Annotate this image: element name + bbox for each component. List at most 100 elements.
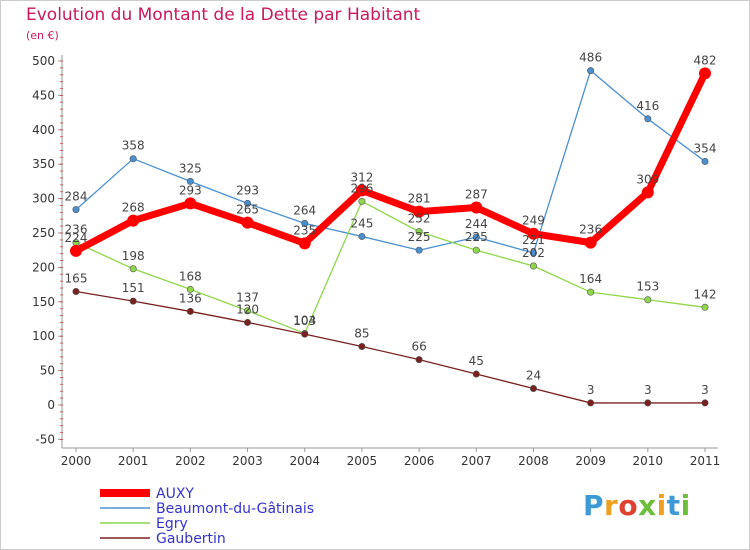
- data-point: [129, 155, 137, 163]
- data-label: 309: [636, 172, 659, 186]
- x-tick-label: 2000: [61, 454, 92, 468]
- data-point: [699, 67, 711, 80]
- data-point: [70, 244, 82, 257]
- data-label: 3: [701, 383, 709, 397]
- x-tick-label: 2003: [232, 454, 263, 468]
- logo-letter: x: [638, 489, 657, 522]
- data-label: 136: [179, 291, 202, 305]
- data-point: [527, 227, 540, 240]
- data-label: 165: [65, 271, 88, 285]
- data-point: [244, 199, 252, 207]
- data-label: 244: [465, 217, 488, 231]
- series-line-gaubertin: [75, 290, 705, 404]
- data-point: [72, 287, 80, 295]
- data-label: 235: [293, 223, 316, 237]
- data-point: [129, 265, 137, 273]
- data-point: [301, 330, 309, 338]
- data-point: [529, 249, 537, 257]
- x-tick-label: 2010: [633, 454, 664, 468]
- data-label: 164: [579, 272, 602, 286]
- data-label: 3: [587, 383, 595, 397]
- data-label: 153: [636, 280, 659, 294]
- series-line-egry: [75, 200, 706, 335]
- y-tick-label: 50: [40, 364, 55, 378]
- data-point: [413, 205, 426, 218]
- y-tick-label: 500: [32, 54, 55, 68]
- data-point: [186, 177, 194, 185]
- y-tick-label: 350: [32, 157, 55, 171]
- data-label: 236: [579, 223, 602, 237]
- proxiti-logo: Proxiti: [583, 489, 691, 522]
- x-tick-label: 2006: [404, 454, 435, 468]
- data-label: 85: [354, 327, 369, 341]
- data-label: 236: [65, 223, 88, 237]
- data-point: [701, 303, 709, 311]
- data-label: 264: [293, 203, 316, 217]
- logo-letter: i: [656, 489, 667, 522]
- data-label: 293: [179, 183, 202, 197]
- x-tick-label: 2001: [118, 454, 149, 468]
- data-label: 120: [236, 302, 259, 316]
- data-point: [587, 67, 595, 75]
- data-label: 198: [122, 249, 145, 263]
- data-label: 224: [65, 231, 88, 245]
- data-label: 103: [293, 314, 316, 328]
- data-label: 325: [179, 161, 202, 175]
- x-tick-label: 2002: [175, 454, 206, 468]
- data-point: [358, 197, 366, 205]
- data-label: 284: [65, 190, 88, 204]
- data-point: [301, 219, 309, 227]
- legend-label: Egry: [156, 516, 188, 532]
- data-point: [186, 307, 194, 315]
- y-tick-label: 200: [32, 260, 55, 274]
- y-tick-label: 0: [47, 398, 55, 412]
- x-tick-label: 2011: [690, 454, 721, 468]
- chart-subtitle: (en €): [26, 29, 59, 42]
- data-label: 354: [694, 141, 717, 155]
- data-label: 416: [636, 99, 659, 113]
- y-tick-label: 400: [32, 123, 55, 137]
- data-point: [184, 197, 197, 210]
- data-point: [72, 206, 80, 214]
- y-tick-label: 300: [32, 192, 55, 206]
- data-point: [186, 285, 194, 293]
- legend-label: AUXY: [156, 486, 194, 502]
- data-point: [244, 318, 252, 326]
- data-label: 104: [293, 313, 316, 327]
- data-label: 24: [526, 368, 541, 382]
- data-point: [644, 296, 652, 304]
- data-point: [244, 307, 252, 315]
- logo-letter: r: [604, 489, 619, 522]
- data-point: [644, 115, 652, 123]
- data-label: 486: [579, 51, 602, 65]
- logo-letter: o: [618, 489, 639, 522]
- data-label: 265: [236, 203, 259, 217]
- data-point: [129, 297, 137, 305]
- data-label: 252: [408, 212, 431, 226]
- data-point: [701, 157, 709, 165]
- data-label: 268: [122, 201, 145, 215]
- data-label: 221: [522, 233, 545, 247]
- data-point: [587, 288, 595, 296]
- data-point: [127, 214, 140, 227]
- data-label: 281: [408, 192, 431, 206]
- chart-title: Evolution du Montant de la Dette par Hab…: [26, 5, 421, 25]
- logo-letter: P: [583, 489, 605, 522]
- data-point: [298, 237, 311, 250]
- data-point: [472, 233, 480, 241]
- data-label: 45: [469, 354, 484, 368]
- data-point: [644, 399, 652, 407]
- data-label: 3: [644, 383, 652, 397]
- data-point: [529, 262, 537, 270]
- data-point: [472, 246, 480, 254]
- y-tick-label: -50: [35, 432, 55, 446]
- data-point: [355, 184, 368, 197]
- y-tick-label: 100: [32, 329, 55, 343]
- data-label: 287: [465, 188, 488, 202]
- data-point: [529, 384, 537, 392]
- data-point: [358, 343, 366, 351]
- y-tick-label: 450: [32, 88, 55, 102]
- data-label: 137: [236, 291, 259, 305]
